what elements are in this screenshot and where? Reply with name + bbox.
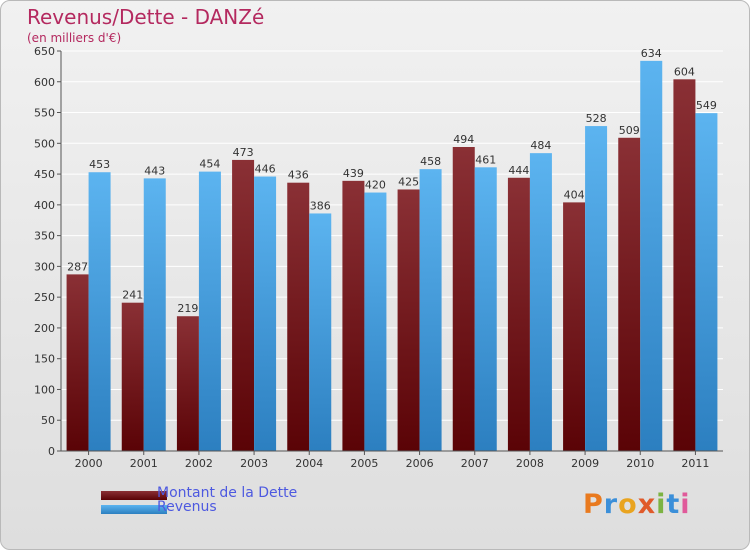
value-label-debt-2008: 444	[508, 164, 529, 177]
bar-revenus-2011	[695, 113, 718, 452]
value-label-debt-2005: 439	[343, 167, 364, 180]
value-label-revenus-2004: 386	[310, 199, 331, 212]
value-label-debt-2007: 494	[453, 133, 474, 146]
y-tick-label: 650	[34, 45, 55, 58]
x-tick-label-2003: 2003	[240, 457, 268, 470]
x-tick-label-2008: 2008	[516, 457, 544, 470]
y-tick-label: 50	[41, 414, 55, 427]
value-label-debt-2011: 604	[674, 65, 695, 78]
value-label-debt-2001: 241	[122, 289, 143, 302]
bar-revenus-2001	[143, 178, 166, 451]
y-tick-label: 250	[34, 291, 55, 304]
bar-revenus-2005	[364, 192, 387, 452]
logo-letter: i	[656, 489, 667, 520]
x-tick-label-2010: 2010	[626, 457, 654, 470]
bars	[66, 60, 718, 452]
x-tick-label-2000: 2000	[75, 457, 103, 470]
value-label-revenus-2000: 453	[89, 158, 110, 171]
logo-letter: r	[603, 489, 619, 520]
bar-debt-2001	[121, 302, 144, 451]
value-label-revenus-2003: 446	[255, 163, 276, 176]
y-tick-label: 0	[48, 445, 55, 458]
y-tick-label: 300	[34, 260, 55, 273]
legend-label-revenus: Revenus	[157, 499, 217, 515]
y-tick-label: 200	[34, 322, 55, 335]
value-label-revenus-2001: 443	[144, 164, 165, 177]
x-tick-label-2007: 2007	[461, 457, 489, 470]
x-tick-label-2001: 2001	[130, 457, 158, 470]
value-label-debt-2009: 404	[564, 188, 585, 201]
value-label-debt-2004: 436	[288, 169, 309, 182]
logo-letter: P	[583, 489, 604, 520]
bar-debt-2008	[507, 177, 530, 451]
x-tick-label-2002: 2002	[185, 457, 213, 470]
value-label-debt-2006: 425	[398, 175, 419, 188]
bar-revenus-2000	[88, 172, 111, 451]
x-tick-label-2004: 2004	[295, 457, 323, 470]
value-label-debt-2010: 509	[619, 124, 640, 137]
value-label-revenus-2008: 484	[530, 139, 551, 152]
value-label-revenus-2002: 454	[199, 158, 220, 171]
bar-revenus-2002	[198, 171, 221, 451]
logo-letter: o	[618, 489, 638, 520]
y-tick-label: 350	[34, 230, 55, 243]
value-label-revenus-2007: 461	[475, 153, 496, 166]
proxiti-logo: Proxiti	[583, 489, 691, 520]
bar-revenus-2006	[419, 169, 442, 451]
bar-debt-2002	[176, 316, 199, 451]
value-label-debt-2000: 287	[67, 260, 88, 273]
y-tick-label: 500	[34, 137, 55, 150]
y-tick-label: 550	[34, 107, 55, 120]
value-label-debt-2002: 219	[177, 302, 198, 315]
value-label-revenus-2011: 549	[696, 99, 717, 112]
bar-debt-2004	[287, 182, 310, 451]
value-label-revenus-2006: 458	[420, 155, 441, 168]
value-label-revenus-2010: 634	[641, 47, 662, 60]
logo-letter: t	[666, 489, 681, 520]
bar-debt-2011	[673, 79, 696, 452]
value-label-debt-2003: 473	[233, 146, 254, 159]
x-tick-label-2009: 2009	[571, 457, 599, 470]
value-label-revenus-2005: 420	[365, 179, 386, 192]
bar-debt-2003	[232, 159, 255, 451]
legend-swatch-revenus	[101, 505, 167, 514]
x-tick-label-2011: 2011	[681, 457, 709, 470]
y-tick-label: 100	[34, 383, 55, 396]
bar-revenus-2008	[529, 153, 552, 451]
logo-letter: i	[680, 489, 691, 520]
legend-label-debt: Montant de la Dette	[157, 485, 298, 501]
bar-debt-2005	[342, 180, 365, 451]
y-tick-label: 600	[34, 76, 55, 89]
x-tick-label-2005: 2005	[350, 457, 378, 470]
legend-swatch-debt	[101, 491, 167, 500]
value-label-revenus-2009: 528	[586, 112, 607, 125]
bar-revenus-2003	[254, 176, 277, 452]
bar-revenus-2004	[309, 213, 332, 451]
chart-subtitle: (en milliers d'€)	[27, 31, 122, 45]
bar-debt-2000	[66, 274, 89, 451]
logo-letter: x	[637, 489, 657, 520]
bar-revenus-2009	[585, 126, 608, 452]
x-tick-label-2006: 2006	[406, 457, 434, 470]
chart-title: Revenus/Dette - DANZé	[27, 5, 265, 29]
y-tick-label: 450	[34, 168, 55, 181]
y-tick-label: 150	[34, 353, 55, 366]
bar-revenus-2010	[640, 60, 663, 451]
bar-debt-2009	[563, 202, 586, 451]
bar-debt-2010	[618, 137, 641, 451]
bar-debt-2007	[452, 147, 475, 451]
bar-debt-2006	[397, 189, 420, 451]
bar-revenus-2007	[474, 167, 497, 452]
axes: 0 50 100 150 200 250 300 350 400 450 500 550 600 650 2…	[34, 45, 723, 470]
y-tick-label: 400	[34, 199, 55, 212]
